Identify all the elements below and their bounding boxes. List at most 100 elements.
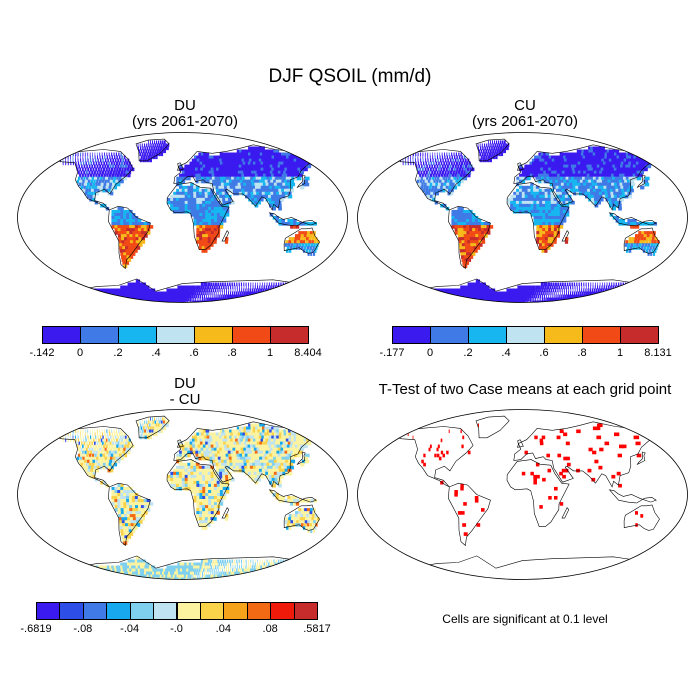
map-cell	[196, 200, 200, 205]
map-cell	[60, 288, 69, 293]
map-cell	[221, 447, 226, 452]
map-cell	[420, 291, 429, 296]
map-cell	[580, 300, 594, 303]
map-cell	[599, 170, 604, 175]
map-cell	[625, 164, 631, 169]
map-cell	[460, 216, 464, 220]
map-cell	[588, 300, 604, 303]
map-cell	[261, 441, 267, 446]
map-cell	[207, 297, 209, 302]
map-cell	[106, 294, 114, 299]
map-cell	[575, 185, 580, 190]
map-cell	[466, 161, 469, 166]
map-cell	[576, 152, 581, 157]
map-cell	[412, 155, 414, 160]
map-cell	[285, 170, 291, 175]
map-cell	[463, 216, 467, 220]
map-cell	[656, 243, 659, 247]
map-cell	[395, 155, 397, 160]
map-cell	[140, 225, 145, 229]
map-cell	[570, 188, 574, 193]
map-cell	[577, 179, 581, 184]
map-cell	[518, 300, 522, 303]
map-cell	[200, 282, 204, 287]
map-cell	[205, 152, 210, 157]
map-cell	[216, 200, 221, 205]
map-cell	[446, 294, 454, 299]
map-cell	[216, 194, 220, 199]
map-cell	[83, 441, 86, 446]
map-cell	[261, 164, 267, 169]
map-cell	[282, 164, 288, 169]
map-cell	[283, 288, 287, 293]
map-cell	[464, 300, 478, 303]
map-cell	[206, 435, 211, 440]
map-cell	[238, 300, 253, 303]
map-cell	[614, 176, 620, 181]
map-cell	[123, 219, 127, 223]
map-cell	[232, 438, 237, 443]
map-cell	[89, 450, 93, 455]
map-cell	[246, 297, 254, 302]
map-cell	[541, 188, 546, 193]
map-cell	[535, 285, 538, 290]
map-cell	[454, 155, 456, 160]
map-cell	[114, 158, 117, 163]
map-cell	[590, 291, 593, 296]
map-cell	[117, 228, 122, 232]
map-cell	[524, 185, 529, 190]
map-cell	[485, 149, 488, 154]
map-cell	[257, 285, 259, 290]
map-cell	[414, 294, 425, 299]
map-cell	[86, 441, 88, 446]
map-cell	[171, 291, 175, 296]
map-cell	[301, 285, 304, 290]
map-cell	[117, 213, 121, 217]
map-cell	[193, 222, 197, 226]
map-cell	[218, 155, 223, 160]
map-cell	[545, 213, 549, 217]
map-cell	[231, 429, 236, 434]
map-cell	[273, 179, 278, 184]
map-cell	[582, 161, 587, 166]
map-cell	[553, 206, 558, 211]
map-cell	[141, 282, 146, 287]
map-cell	[184, 191, 189, 196]
map-cell	[616, 291, 620, 296]
map-cell	[89, 432, 91, 437]
map-cell	[235, 447, 240, 452]
map-cell	[243, 170, 248, 175]
map-cell	[87, 191, 91, 196]
map-cell	[108, 152, 110, 157]
map-cell	[203, 173, 207, 178]
map-cell	[617, 203, 622, 208]
map-cell	[99, 429, 101, 434]
map-cell	[193, 194, 197, 199]
map-cell	[521, 173, 526, 178]
map-cell	[430, 161, 433, 166]
map-cell	[458, 237, 462, 241]
map-cell	[434, 155, 436, 160]
map-cell	[76, 167, 79, 172]
map-cell	[152, 420, 154, 425]
map-cell	[648, 249, 651, 253]
map-cell	[213, 231, 218, 235]
map-cell	[112, 164, 115, 169]
map-cell	[438, 297, 450, 302]
map-cell	[202, 228, 206, 232]
map-cell	[463, 228, 468, 232]
map-cell	[290, 441, 296, 446]
map-cell	[235, 161, 240, 166]
map-cell	[416, 291, 425, 296]
map-cell	[123, 234, 128, 238]
map-cell	[110, 444, 114, 449]
map-cell	[143, 228, 148, 232]
map-cell	[111, 185, 115, 190]
map-cell	[565, 176, 570, 181]
map-cell	[591, 164, 596, 169]
map-cell	[239, 444, 244, 449]
map-cell	[94, 185, 98, 190]
map-cell	[630, 291, 635, 296]
map-cell	[148, 152, 151, 157]
map-cell	[289, 444, 295, 449]
